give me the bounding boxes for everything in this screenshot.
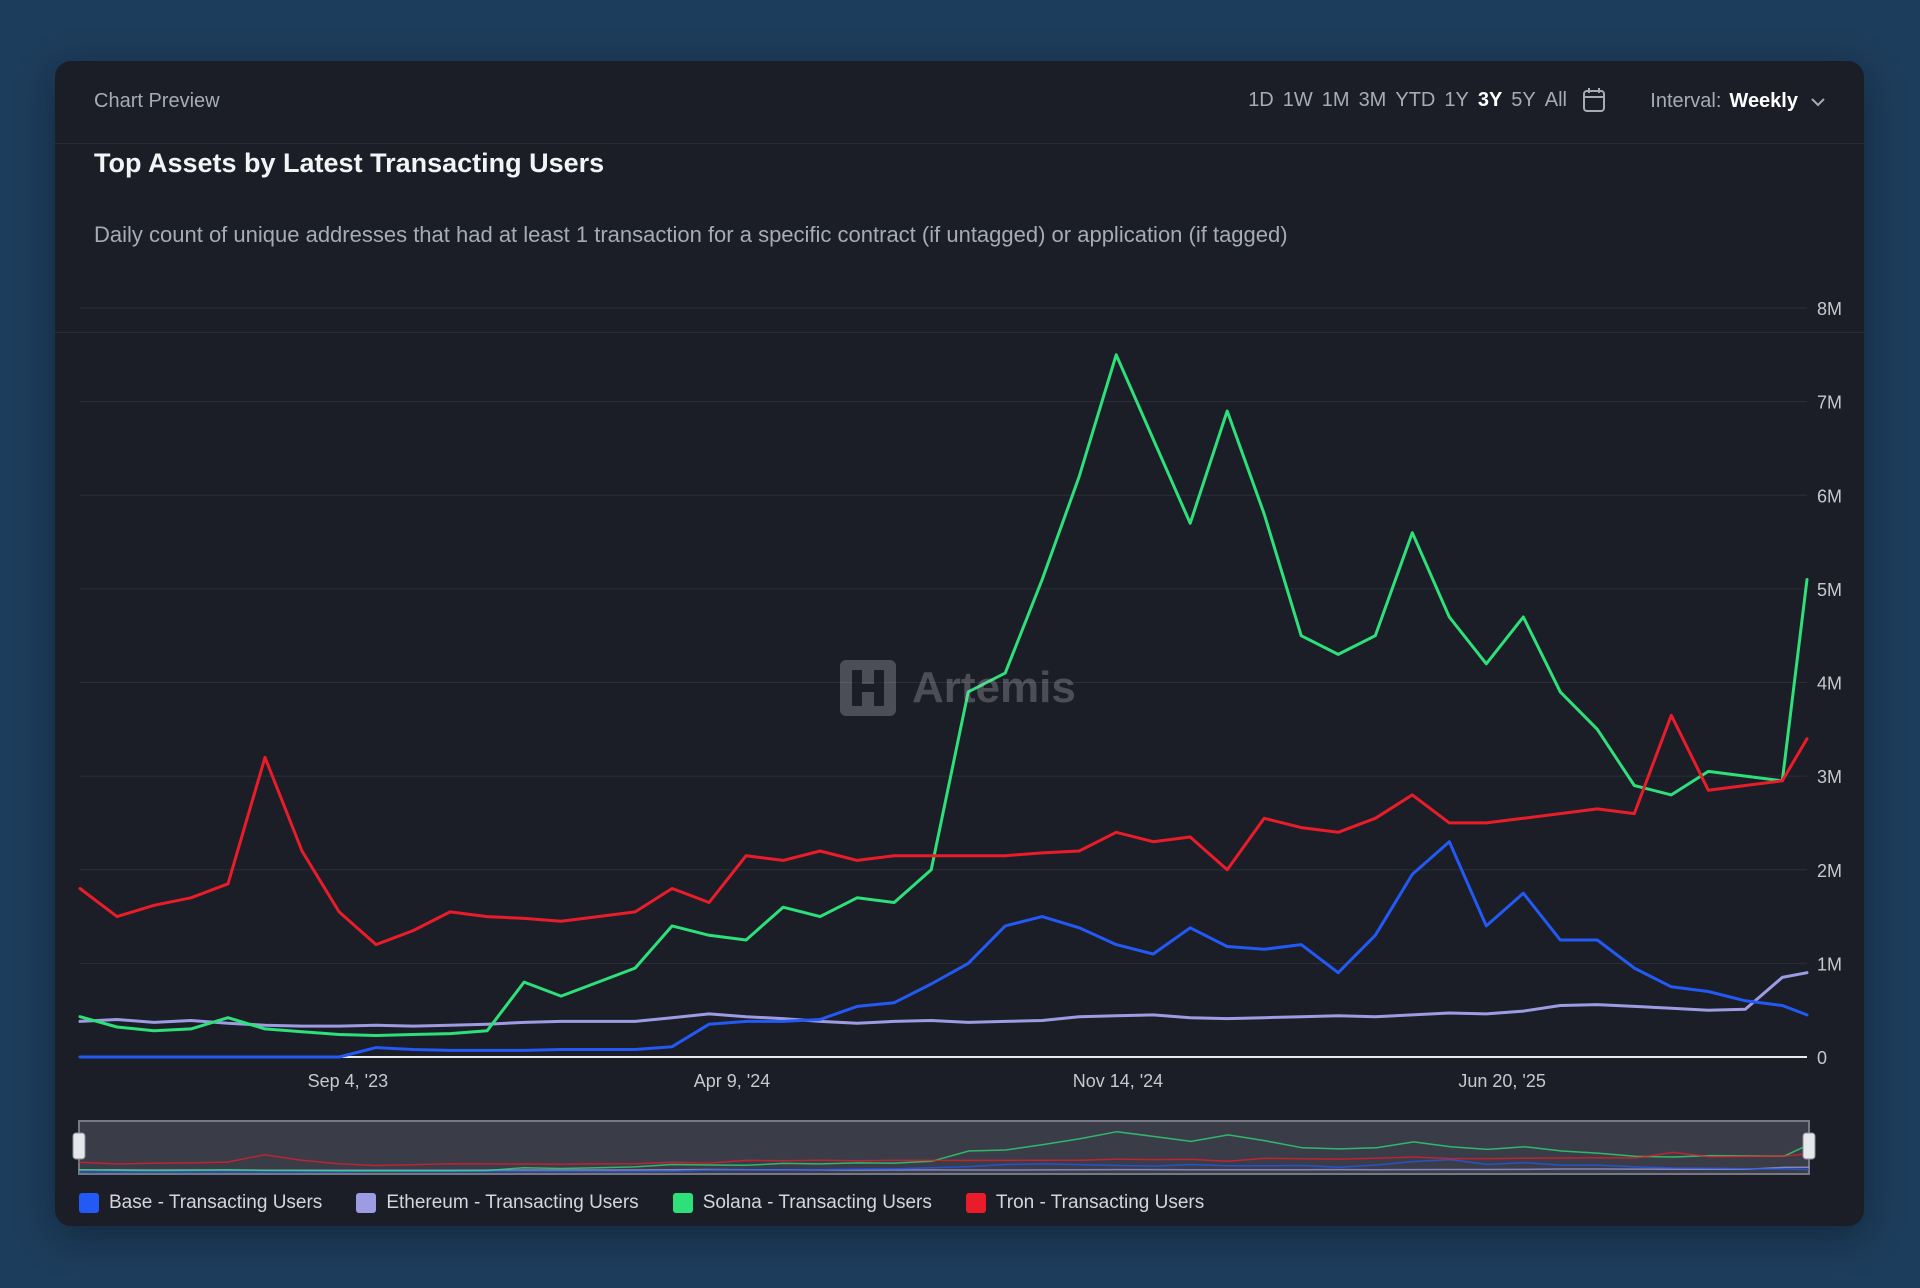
chart-svg: 0 1M 2M 3M 4M 5M 6M 7M 8M Sep 4, '23 Apr 9, '24 No… — [72, 299, 1842, 1175]
range-1y[interactable]: 1Y — [1444, 88, 1469, 111]
chart-subtitle: Daily count of unique addresses that had… — [94, 222, 1288, 247]
chart-title: Top Assets by Latest Transacting Users — [94, 148, 605, 178]
range-3y[interactable]: 3Y — [1477, 88, 1503, 111]
range-ytd[interactable]: YTD — [1395, 88, 1436, 111]
chevron-down-icon — [1811, 97, 1825, 106]
legend-label-base: Base - Transacting Users — [109, 1192, 323, 1213]
legend-swatch-solana — [672, 1193, 693, 1213]
y-tick-label: 1M — [1817, 954, 1842, 974]
x-axis-ticks: Sep 4, '23 Apr 9, '24 Nov 14, '24 Jun 20, '… — [308, 1071, 1546, 1091]
range-5y[interactable]: 5Y — [1511, 88, 1536, 111]
legend-item-solana[interactable]: Solana - Transacting Users — [672, 1192, 932, 1214]
navigator-line-solana — [78, 1130, 1810, 1172]
range-1m[interactable]: 1M — [1321, 88, 1350, 111]
navigator-line-base — [79, 1158, 1810, 1173]
y-tick-label: 8M — [1817, 299, 1842, 319]
legend-label-tron: Tron - Transacting Users — [995, 1192, 1205, 1213]
chart-preview-label: Chart Preview — [94, 90, 220, 112]
series-line-ethereum — [78, 971, 1809, 1028]
interval-value: Weekly — [1729, 90, 1798, 112]
series-lines — [78, 353, 1809, 1059]
time-range-selector: 1D 1W 1M 3M YTD 1Y 3Y 5Y All — [1248, 87, 1606, 113]
x-tick-label: Apr 9, '24 — [694, 1071, 770, 1091]
navigator-window[interactable] — [78, 1120, 1810, 1175]
range-navigator[interactable] — [72, 1120, 1816, 1175]
chart-header — [55, 144, 1864, 333]
legend-swatch-tron — [965, 1193, 986, 1213]
navigator-handle-right[interactable] — [1802, 1132, 1816, 1160]
navigator-handle-left[interactable] — [72, 1132, 86, 1160]
series-line-solana — [78, 353, 1809, 1037]
x-tick-label: Sep 4, '23 — [308, 1071, 389, 1091]
legend-item-tron[interactable]: Tron - Transacting Users — [965, 1192, 1205, 1214]
range-1w[interactable]: 1W — [1282, 88, 1313, 111]
legend-item-base[interactable]: Base - Transacting Users — [79, 1192, 322, 1214]
series-line-base — [78, 840, 1809, 1059]
interval-label: Interval: — [1650, 90, 1722, 112]
y-tick-label: 3M — [1817, 767, 1842, 787]
gridlines — [80, 307, 1807, 1058]
y-tick-label: 7M — [1817, 393, 1842, 413]
range-all[interactable]: All — [1544, 88, 1567, 111]
y-axis-ticks: 0 1M 2M 3M 4M 5M 6M 7M 8M — [1817, 299, 1842, 1068]
x-tick-label: Jun 20, '25 — [1458, 1071, 1546, 1091]
series-line-tron — [78, 713, 1809, 947]
legend-swatch-ethereum — [356, 1193, 377, 1213]
legend-swatch-base — [79, 1193, 99, 1213]
y-tick-label: 0 — [1817, 1048, 1827, 1068]
y-tick-label: 6M — [1817, 486, 1842, 506]
navigator-line-tron — [78, 1151, 1810, 1167]
interval-dropdown[interactable]: Interval: Weekly — [1650, 90, 1826, 113]
calendar-icon[interactable] — [1582, 87, 1606, 113]
x-tick-label: Nov 14, '24 — [1073, 1071, 1164, 1091]
y-tick-label: 5M — [1817, 580, 1842, 600]
watermark: Artemis — [838, 658, 1076, 718]
chart-toolbar: Chart Preview 1D 1W 1M 3M YTD 1Y 3Y 5Y A… — [55, 61, 1864, 144]
chart-card: 0 1M 2M 3M 4M 5M 6M 7M 8M Sep 4, '23 Apr 9, '24 No… — [55, 61, 1864, 1226]
legend-label-solana: Solana - Transacting Users — [702, 1192, 932, 1213]
range-3m[interactable]: 3M — [1358, 88, 1387, 111]
artemis-logo-icon — [840, 660, 896, 716]
legend-item-ethereum[interactable]: Ethereum - Transacting Users — [356, 1192, 639, 1214]
y-tick-label: 2M — [1817, 861, 1842, 881]
legend-label-ethereum: Ethereum - Transacting Users — [386, 1192, 639, 1213]
range-1d[interactable]: 1D — [1248, 88, 1274, 111]
y-tick-label: 4M — [1817, 674, 1842, 694]
chart-legend: Base - Transacting Users Ethereum - Tran… — [79, 1192, 1204, 1214]
watermark-text: Artemis — [912, 663, 1076, 712]
